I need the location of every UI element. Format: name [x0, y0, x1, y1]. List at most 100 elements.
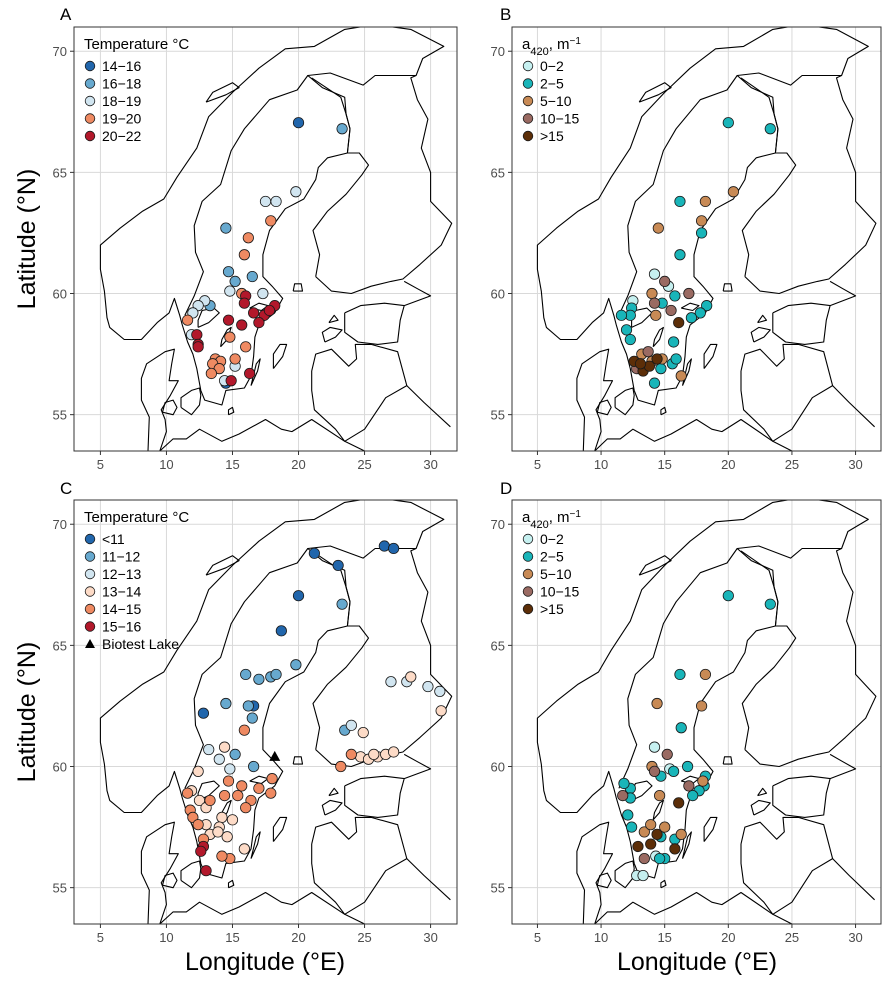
data-point [634, 358, 647, 370]
data-point [238, 297, 250, 309]
data-point [674, 195, 686, 208]
data-point [622, 809, 634, 821]
coastline [832, 385, 875, 428]
data-point [435, 705, 447, 717]
panel-a: A 5 10 15 20 25 30 55 60 65 70 Temperature °C 14−16 1… [53, 5, 458, 472]
panel-c: C 5 10 15 20 25 30 55 60 65 70 Temperature °C <11 11−… [53, 479, 458, 945]
x-tick-label: 20 [721, 457, 735, 472]
coastline [596, 872, 612, 889]
y-tick-label: 60 [491, 287, 505, 302]
x-tick-label: 15 [225, 930, 239, 945]
x-tick-label: 5 [534, 457, 541, 472]
data-point [764, 123, 776, 135]
data-point [405, 671, 417, 683]
x-axis-title-right: Longitude (°E) [617, 948, 777, 976]
y-tick-label: 65 [53, 638, 67, 653]
plot-background [512, 500, 881, 924]
coastline [576, 348, 614, 451]
legend-label: 15−16 [102, 619, 142, 635]
panel-letter: D [500, 479, 512, 498]
data-point [220, 222, 232, 234]
coastline [680, 302, 700, 312]
data-point [246, 270, 258, 283]
x-axis-title-left: Longitude (°E) [185, 948, 345, 976]
panel-letter: C [60, 479, 72, 498]
coastline [292, 756, 304, 765]
data-point [388, 746, 400, 758]
data-point [222, 314, 235, 326]
data-point [242, 232, 254, 244]
data-point [650, 309, 662, 321]
data-point [422, 680, 434, 693]
plot-frame [511, 499, 882, 925]
legend-swatch [84, 551, 96, 562]
data-point [224, 331, 236, 343]
data-point [675, 370, 687, 382]
coastline [614, 860, 635, 889]
x-tick-label: 5 [97, 930, 104, 945]
data-point [695, 215, 708, 227]
coastline [180, 860, 202, 889]
coastline [184, 548, 309, 789]
data-point [229, 748, 241, 761]
x-tick-label: 10 [594, 930, 608, 945]
data-points [615, 117, 776, 389]
data-point [345, 748, 357, 761]
data-point [685, 312, 698, 324]
legend-swatch [84, 130, 96, 142]
coastline [772, 913, 793, 924]
data-point [648, 268, 661, 280]
data-point [645, 838, 657, 850]
coastline [740, 77, 779, 154]
data-point [653, 852, 666, 865]
data-point [225, 375, 237, 387]
data-point [615, 309, 628, 321]
coastline [315, 74, 453, 295]
data-point [275, 625, 287, 637]
legend-label: 13−14 [102, 584, 142, 600]
legend-title-superscript: −1 [570, 509, 582, 520]
data-point [212, 826, 224, 838]
data-point [388, 542, 400, 555]
coastline [311, 77, 351, 154]
coastline [829, 280, 857, 307]
data-point [378, 540, 390, 552]
data-point [632, 840, 644, 853]
data-point [651, 353, 663, 365]
legend-swatch [522, 130, 534, 142]
coastline [576, 821, 614, 924]
x-tick-label: 25 [357, 930, 371, 945]
x-tick-label: 30 [848, 457, 862, 472]
legend-label: 5−10 [540, 566, 572, 582]
data-point [385, 676, 397, 688]
data-point [236, 780, 248, 792]
data-point [192, 819, 204, 831]
coastline [772, 302, 831, 345]
coastline [638, 82, 672, 103]
data-point [216, 811, 228, 823]
data-point [292, 590, 305, 602]
coastline [660, 406, 667, 416]
data-point [246, 712, 258, 724]
legend-swatch [84, 95, 96, 107]
legend-swatch [84, 586, 96, 597]
x-tick-label: 20 [291, 457, 305, 472]
data-point [218, 789, 231, 802]
legend-swatch [522, 60, 534, 72]
coastline [140, 821, 179, 924]
coastline [681, 831, 692, 859]
data-point [238, 249, 250, 261]
y-tick-label: 70 [491, 517, 505, 532]
legend-swatch [84, 568, 96, 580]
coastline [328, 787, 339, 797]
data-point [236, 319, 248, 331]
x-tick-label: 20 [291, 930, 305, 945]
data-point [197, 707, 210, 719]
basemap [536, 27, 877, 451]
coastline [321, 326, 343, 343]
